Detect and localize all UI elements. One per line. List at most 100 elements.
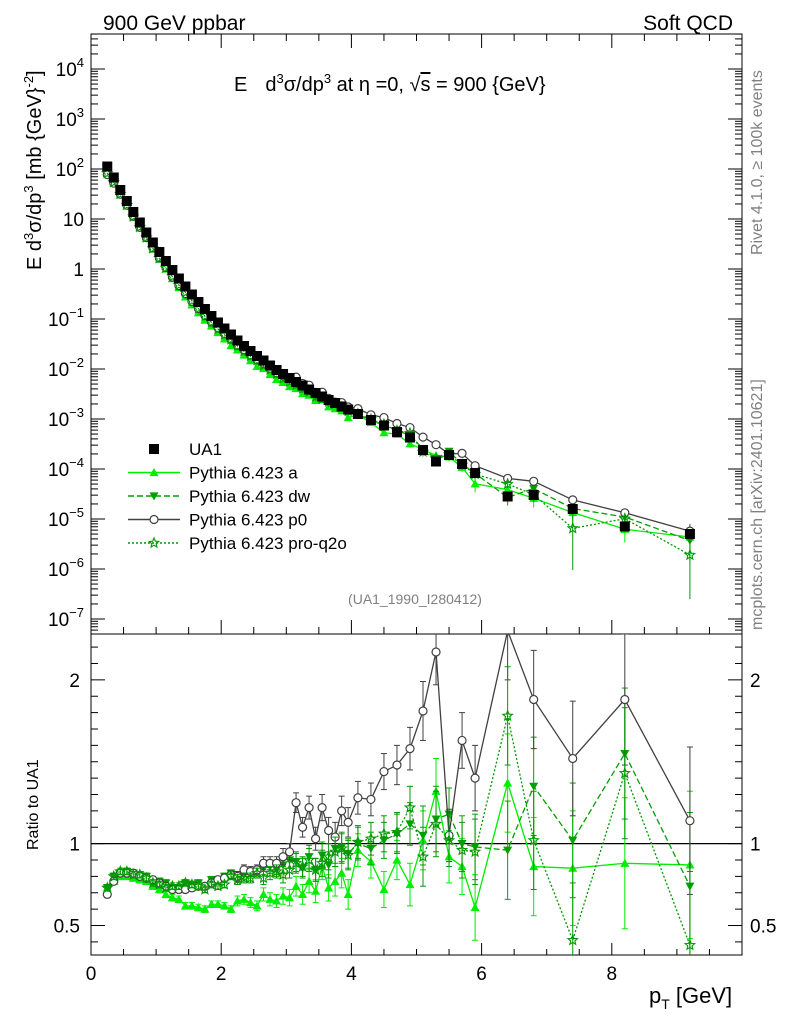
data-point-main	[619, 521, 630, 532]
mc-point-ratio	[324, 825, 334, 836]
data-point-main	[154, 247, 165, 257]
data-point-main	[284, 373, 295, 383]
mc-point-ratio	[265, 894, 275, 903]
mc-point-ratio	[272, 896, 282, 905]
mc-point-ratio	[278, 891, 288, 900]
data-point-main	[193, 297, 204, 307]
mc-point-main	[226, 341, 236, 350]
data-point-main	[391, 427, 402, 437]
mc-point-ratio	[284, 847, 295, 857]
mc-point-ratio	[503, 778, 513, 787]
data-point-main	[291, 377, 302, 387]
mc-point-ratio	[289, 856, 303, 869]
mc-point-ratio	[120, 864, 133, 877]
mc-point-ratio	[416, 850, 430, 862]
mc-point-ratio	[343, 817, 353, 827]
mc-point-ratio	[330, 876, 340, 885]
legend-marker	[149, 492, 159, 501]
data-point-main	[378, 420, 389, 431]
mc-point-ratio	[442, 833, 456, 846]
mc-point-ratio	[283, 863, 296, 876]
legend-marker	[147, 536, 161, 549]
y-tick-label: 10	[63, 210, 84, 231]
mc-point-ratio	[270, 864, 283, 877]
mc-point-ratio	[291, 798, 301, 808]
mc-point-ratio	[153, 878, 166, 890]
x-tick-label: 0	[86, 964, 97, 985]
mc-point-ratio	[390, 825, 404, 838]
mc-point-ratio	[470, 903, 480, 912]
mc-point-ratio	[455, 843, 469, 856]
legend-marker	[149, 468, 159, 477]
ratio-plot-frame	[90, 633, 743, 956]
mc-point-ratio	[324, 883, 334, 892]
y-tick-label: 104	[56, 55, 84, 81]
mc-point-ratio	[341, 848, 355, 861]
mc-point-ratio	[172, 879, 186, 892]
mc-point-ratio	[174, 894, 184, 903]
legend-label: Pythia 6.423 dw	[189, 487, 311, 506]
data-point-main	[219, 323, 230, 334]
mc-point-ratio	[685, 816, 695, 826]
mc-point-ratio	[192, 879, 205, 892]
data-point-main	[108, 172, 119, 183]
mcplots-label: mcplots.cern.ch [arXiv:2401.10621]	[749, 379, 766, 630]
mc-point-ratio	[259, 889, 269, 899]
mc-point-ratio	[200, 904, 210, 913]
mc-point-ratio	[296, 860, 309, 872]
mc-point-ratio	[206, 899, 216, 908]
ratio-tick-label-right: 1	[750, 835, 761, 856]
legend-label: Pythia 6.423 pro-q2o	[189, 534, 347, 553]
mc-point-ratio	[568, 836, 578, 845]
y-tick-label: 10−3	[48, 405, 84, 431]
series-line-main	[106, 172, 691, 542]
mc-point-main	[683, 548, 697, 561]
header-left: 900 GeV ppbar	[103, 12, 245, 35]
data-point-main	[684, 529, 695, 539]
ratio-tick-label-left: 0.5	[54, 917, 80, 938]
mc-point-ratio	[335, 842, 348, 854]
mc-point-ratio	[568, 753, 578, 764]
data-point-main	[278, 369, 289, 379]
mc-point-ratio	[470, 773, 480, 783]
mc-point-ratio	[298, 889, 308, 899]
x-tick-label: 2	[216, 964, 227, 985]
legend-marker	[149, 514, 159, 525]
data-point-main	[470, 468, 481, 478]
data-point-main	[238, 341, 249, 351]
data-point-main	[317, 391, 328, 402]
mc-point-ratio	[366, 794, 376, 805]
data-point-main	[115, 185, 126, 195]
rivet-label: Rivet 4.1.0, ≥ 100k events	[749, 70, 766, 255]
data-point-main	[180, 281, 191, 292]
mc-point-ratio	[529, 694, 539, 705]
data-point-main	[141, 227, 152, 238]
mc-point-ratio	[328, 845, 342, 858]
data-point-main	[528, 490, 539, 500]
mc-point-main	[503, 485, 513, 494]
data-point-main	[245, 346, 256, 356]
data-point-main	[265, 360, 276, 371]
data-point-main	[147, 237, 158, 248]
mc-point-main	[272, 374, 282, 383]
data-point-main	[258, 355, 269, 366]
data-point-main	[225, 329, 236, 340]
mc-point-ratio	[101, 881, 114, 894]
mc-point-ratio	[418, 706, 428, 716]
mc-point-ratio	[140, 871, 153, 884]
data-point-main	[173, 273, 184, 284]
mc-point-ratio	[353, 793, 363, 803]
mc-point-ratio	[457, 735, 467, 746]
mc-point-main	[265, 370, 275, 379]
data-point-main	[102, 161, 113, 172]
mc-point-ratio	[154, 884, 164, 894]
data-point-main	[365, 415, 376, 425]
mc-point-main	[470, 479, 480, 488]
data-point-main	[352, 409, 363, 419]
mc-point-ratio	[337, 806, 347, 816]
data-point-main	[567, 504, 578, 514]
mc-point-main	[343, 413, 353, 422]
data-point-main	[134, 217, 145, 228]
mc-point-main	[566, 521, 579, 534]
